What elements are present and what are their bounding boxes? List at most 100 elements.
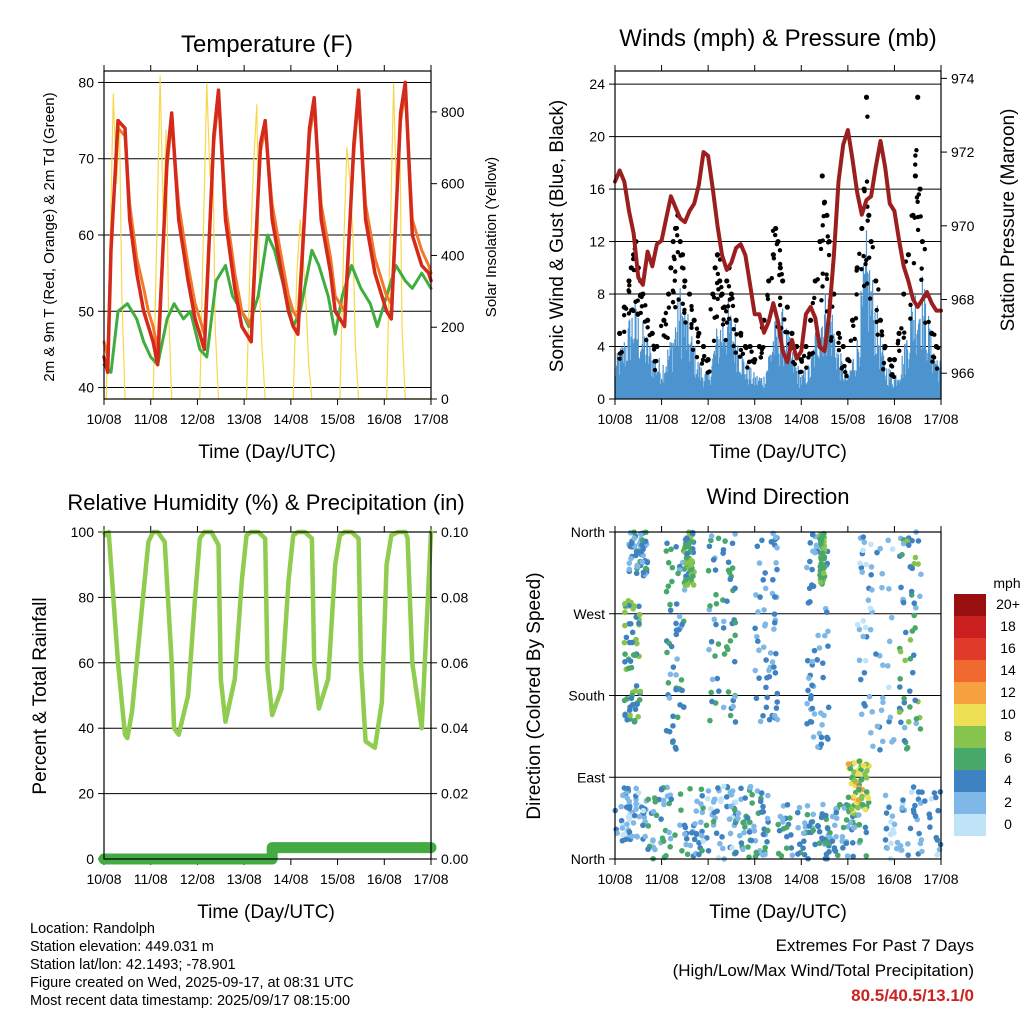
direction-point — [885, 684, 892, 691]
direction-point — [619, 825, 626, 831]
direction-point — [753, 592, 759, 598]
gust-point — [844, 373, 849, 379]
direction-point — [621, 697, 628, 704]
direction-point — [831, 822, 838, 829]
direction-point — [850, 853, 856, 860]
gust-point — [643, 303, 648, 308]
direction-point — [902, 657, 908, 664]
colorbar-swatch — [954, 638, 986, 660]
direction-point — [703, 822, 710, 829]
direction-point — [720, 704, 727, 711]
direction-point — [774, 690, 781, 697]
direction-point — [879, 584, 885, 591]
gust-point — [689, 321, 694, 327]
direction-point — [726, 816, 733, 823]
direction-point — [683, 577, 689, 583]
gust-point — [863, 261, 868, 267]
direction-point — [742, 795, 748, 801]
direction-point — [724, 598, 730, 605]
direction-point — [742, 824, 748, 830]
direction-point — [669, 578, 675, 585]
direction-point — [814, 657, 821, 663]
direction-ytick-label: North — [571, 851, 605, 867]
direction-point — [735, 815, 741, 822]
gust-point — [879, 329, 885, 334]
direction-point — [629, 833, 635, 840]
gust-point — [658, 323, 664, 329]
gust-point — [712, 265, 718, 271]
gust-point — [666, 305, 672, 310]
direction-point — [768, 539, 775, 545]
gust-point — [714, 314, 720, 319]
direction-point — [721, 651, 728, 657]
direction-point — [747, 783, 754, 790]
direction-point — [911, 612, 918, 619]
colorbar-label: 18 — [1000, 618, 1016, 634]
direction-point — [754, 633, 760, 640]
direction-point — [887, 714, 894, 721]
direction-point — [645, 823, 652, 829]
direction-point — [807, 540, 814, 546]
direction-point — [756, 560, 763, 566]
gust-point — [700, 357, 706, 362]
gust-point — [820, 223, 825, 228]
gust-point — [824, 272, 829, 277]
direction-ytick-label: North — [571, 524, 605, 540]
colorbar-label: 8 — [1004, 728, 1012, 744]
colorbar-swatch — [954, 616, 986, 638]
direction-point — [732, 719, 739, 725]
direction-point — [752, 625, 758, 632]
direction-point — [821, 712, 827, 719]
direction-point — [788, 832, 794, 838]
direction-point — [679, 847, 685, 854]
gust-point — [695, 339, 701, 345]
direction-point — [753, 849, 760, 856]
gust-point — [859, 225, 865, 232]
direction-point — [921, 798, 928, 804]
humidity-xtick-label: 13/08 — [227, 871, 262, 887]
direction-point — [810, 734, 817, 740]
gust-point — [853, 316, 859, 321]
gust-point — [711, 338, 717, 344]
direction-point — [882, 837, 889, 843]
direction-point — [845, 794, 852, 801]
direction-point — [837, 801, 843, 808]
direction-point — [731, 658, 738, 665]
gust-point — [912, 215, 917, 220]
gust-series — [617, 94, 941, 380]
direction-point — [631, 535, 638, 542]
direction-point — [637, 688, 644, 695]
direction-point — [861, 669, 868, 676]
direction-point — [693, 830, 700, 837]
direction-point — [859, 569, 866, 575]
direction-point — [771, 626, 777, 632]
direction-point — [762, 851, 768, 858]
direction-point — [766, 716, 773, 723]
station-location: Location: Randolph — [30, 921, 155, 937]
direction-point — [897, 648, 904, 655]
direction-point — [817, 563, 824, 570]
direction-point — [863, 853, 870, 859]
direction-point — [683, 841, 689, 848]
gust-point — [738, 347, 744, 353]
direction-point — [670, 738, 676, 744]
direction-xtick-label: 14/08 — [784, 871, 819, 887]
gust-point — [682, 284, 687, 290]
direction-point — [652, 846, 658, 853]
direction-point — [754, 788, 761, 794]
gust-point — [673, 269, 678, 274]
gust-point — [852, 336, 857, 342]
direction-point — [866, 693, 873, 700]
direction-point — [901, 699, 908, 706]
direction-point — [710, 556, 717, 563]
direction-point — [691, 836, 698, 843]
direction-ytick-label: South — [568, 688, 605, 704]
gust-point — [777, 302, 783, 308]
gust-point — [783, 329, 788, 335]
direction-point — [728, 791, 735, 798]
gust-point — [747, 343, 753, 350]
direction-point — [715, 535, 722, 542]
gust-point — [777, 261, 783, 267]
direction-point — [709, 698, 715, 705]
direction-point — [673, 627, 680, 633]
